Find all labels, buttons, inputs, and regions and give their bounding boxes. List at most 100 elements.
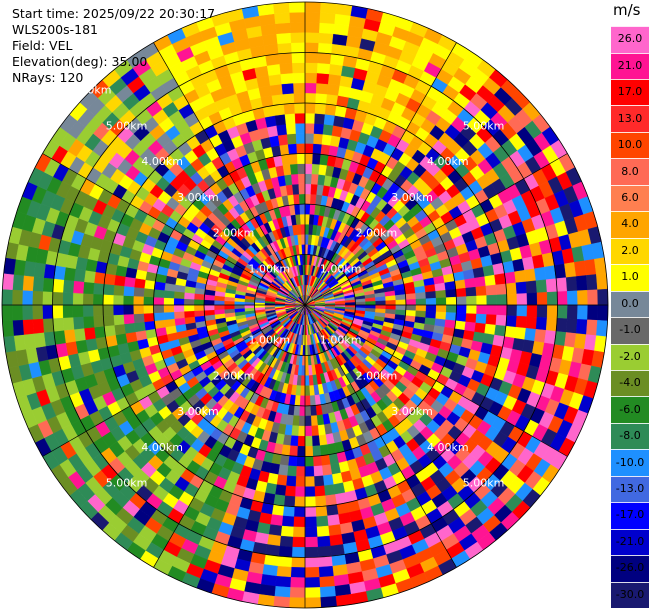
range-gate-cell: [304, 1, 322, 13]
range-gate-cell: [482, 264, 495, 277]
colorbar-tick-label: -13.0: [615, 482, 645, 495]
range-gate-cell: [309, 395, 316, 407]
range-gate-cell: [12, 274, 24, 291]
range-gate-cell: [316, 535, 331, 548]
range-gate-cell: [587, 304, 599, 321]
range-gate-cell: [304, 566, 320, 578]
range-gate-cell: [324, 494, 337, 507]
range-gate-cell: [495, 314, 507, 327]
range-gate-cell: [11, 289, 23, 306]
colorbar-swatch: [611, 449, 649, 476]
range-gate-cell: [32, 318, 45, 334]
range-gate-cell: [319, 586, 336, 598]
range-gate-cell: [173, 304, 185, 313]
colorbar-swatch: [611, 237, 649, 265]
range-gate-cell: [112, 294, 124, 306]
range-gate-cell: [299, 395, 306, 407]
range-gate-cell: [465, 286, 477, 297]
range-gate-cell: [304, 163, 313, 175]
range-gate-cell: [516, 304, 528, 317]
range-gate-cell: [304, 425, 313, 437]
range-gate-cell: [395, 294, 407, 301]
range-gate-cell: [444, 281, 456, 291]
range-gate-cell: [506, 304, 518, 317]
range-gate-cell: [304, 516, 317, 528]
range-gate-cell: [304, 546, 319, 558]
station-name-text: WLS200s-181: [12, 22, 98, 37]
range-gate-cell: [281, 82, 295, 95]
range-ring-label: 5.00km: [106, 477, 148, 490]
range-gate-cell: [282, 92, 295, 105]
range-gate-cell: [355, 301, 366, 306]
range-gate-cell: [596, 273, 608, 290]
range-ring-label: 5.00km: [106, 120, 148, 133]
range-gate-cell: [296, 143, 306, 154]
range-gate-cell: [515, 315, 528, 329]
range-gate-cell: [298, 193, 306, 205]
range-gate-cell: [289, 577, 306, 589]
range-gate-cell: [315, 82, 329, 95]
range-gate-cell: [321, 464, 333, 477]
range-gate-cell: [93, 271, 106, 285]
range-gate-cell: [304, 203, 311, 215]
range-gate-cell: [266, 63, 281, 76]
range-gate-cell: [287, 143, 298, 155]
colorbar-tick-label: 13.0: [617, 111, 643, 125]
range-gate-cell: [153, 288, 165, 298]
range-gate-cell: [485, 314, 497, 326]
range-gate-cell: [304, 435, 313, 447]
range-gate-cell: [300, 375, 306, 387]
range-gate-cell: [304, 577, 321, 589]
range-gate-cell: [456, 304, 467, 314]
range-gate-cell: [313, 123, 325, 135]
range-gate-cell: [536, 304, 548, 318]
range-gate-cell: [276, 474, 288, 487]
range-gate-cell: [163, 289, 175, 299]
range-gate-cell: [319, 444, 329, 456]
range-gate-cell: [575, 319, 588, 335]
range-ring-label: 3.00km: [391, 191, 433, 204]
range-gate-cell: [143, 312, 155, 323]
range-ring-label: 4.00km: [141, 441, 183, 454]
range-gate-cell: [445, 296, 457, 306]
range-gate-cell: [545, 317, 558, 332]
range-gate-cell: [299, 213, 306, 225]
range-gate-cell: [315, 92, 328, 105]
range-gate-cell: [163, 304, 175, 313]
range-gate-cell: [294, 203, 301, 215]
range-gate-cell: [566, 290, 578, 306]
range-gate-cell: [63, 266, 76, 281]
azimuth-spoke: [42, 153, 306, 306]
range-gate-cell: [524, 268, 537, 283]
range-gate-cell: [311, 173, 319, 185]
range-gate-cell: [72, 304, 84, 318]
range-gate-cell: [92, 315, 105, 328]
range-gate-cell: [295, 133, 306, 144]
range-gate-cell: [375, 300, 387, 306]
range-gate-cell: [282, 164, 292, 176]
range-gate-cell: [289, 435, 299, 447]
range-gate-cell: [292, 536, 306, 548]
azimuth-spoke: [153, 304, 306, 568]
range-gate-cell: [287, 455, 298, 467]
range-gate-cell: [304, 587, 321, 599]
range-gate-cell: [123, 276, 136, 288]
range-gate-cell: [291, 556, 306, 568]
range-gate-cell: [304, 466, 315, 477]
range-gate-cell: [435, 304, 447, 313]
range-gate-cell: [415, 298, 427, 306]
colorbar-swatch: [611, 343, 649, 370]
range-gate-cell: [63, 329, 76, 344]
range-gate-cell: [72, 292, 84, 306]
azimuth-spoke: [153, 42, 306, 306]
range-gate-cell: [279, 535, 294, 548]
range-gate-cell: [284, 174, 293, 186]
range-gate-cell: [474, 322, 487, 334]
range-gate-cell: [476, 304, 488, 315]
range-gate-cell: [556, 291, 568, 306]
range-gate-cell: [304, 445, 314, 457]
range-gate-cell: [316, 62, 331, 75]
range-gate-cell: [289, 21, 306, 33]
range-gate-cell: [455, 312, 467, 323]
range-gate-cell: [525, 280, 538, 294]
